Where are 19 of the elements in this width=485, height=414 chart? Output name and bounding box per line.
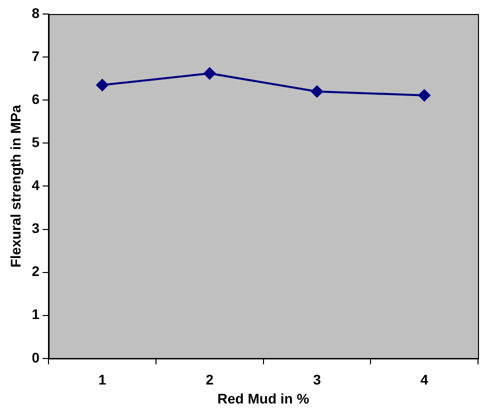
- y-tick-label: 6: [32, 90, 40, 107]
- point: [418, 89, 430, 102]
- point: [310, 85, 323, 98]
- x-tick-label: 4: [420, 372, 428, 388]
- y-tick-label: 2: [32, 263, 40, 280]
- y-tick-label: 3: [32, 220, 40, 236]
- point: [96, 79, 108, 92]
- y-tick-label: 8: [32, 4, 40, 21]
- y-tick-label: 7: [32, 48, 40, 64]
- y-tick-label: 1: [32, 306, 40, 322]
- y-tick-label: 0: [32, 349, 40, 366]
- point: [204, 67, 216, 80]
- x-tick-label: 3: [313, 372, 322, 388]
- x-tick-label: 2: [206, 372, 214, 388]
- y-axis-title: Flexural strength in MPa: [7, 104, 24, 268]
- y-tick-label: 5: [32, 134, 40, 150]
- y-tick-label: 4: [32, 177, 40, 194]
- x-axis-title: Red Mud in %: [217, 390, 310, 406]
- x-tick-label: 1: [98, 372, 106, 388]
